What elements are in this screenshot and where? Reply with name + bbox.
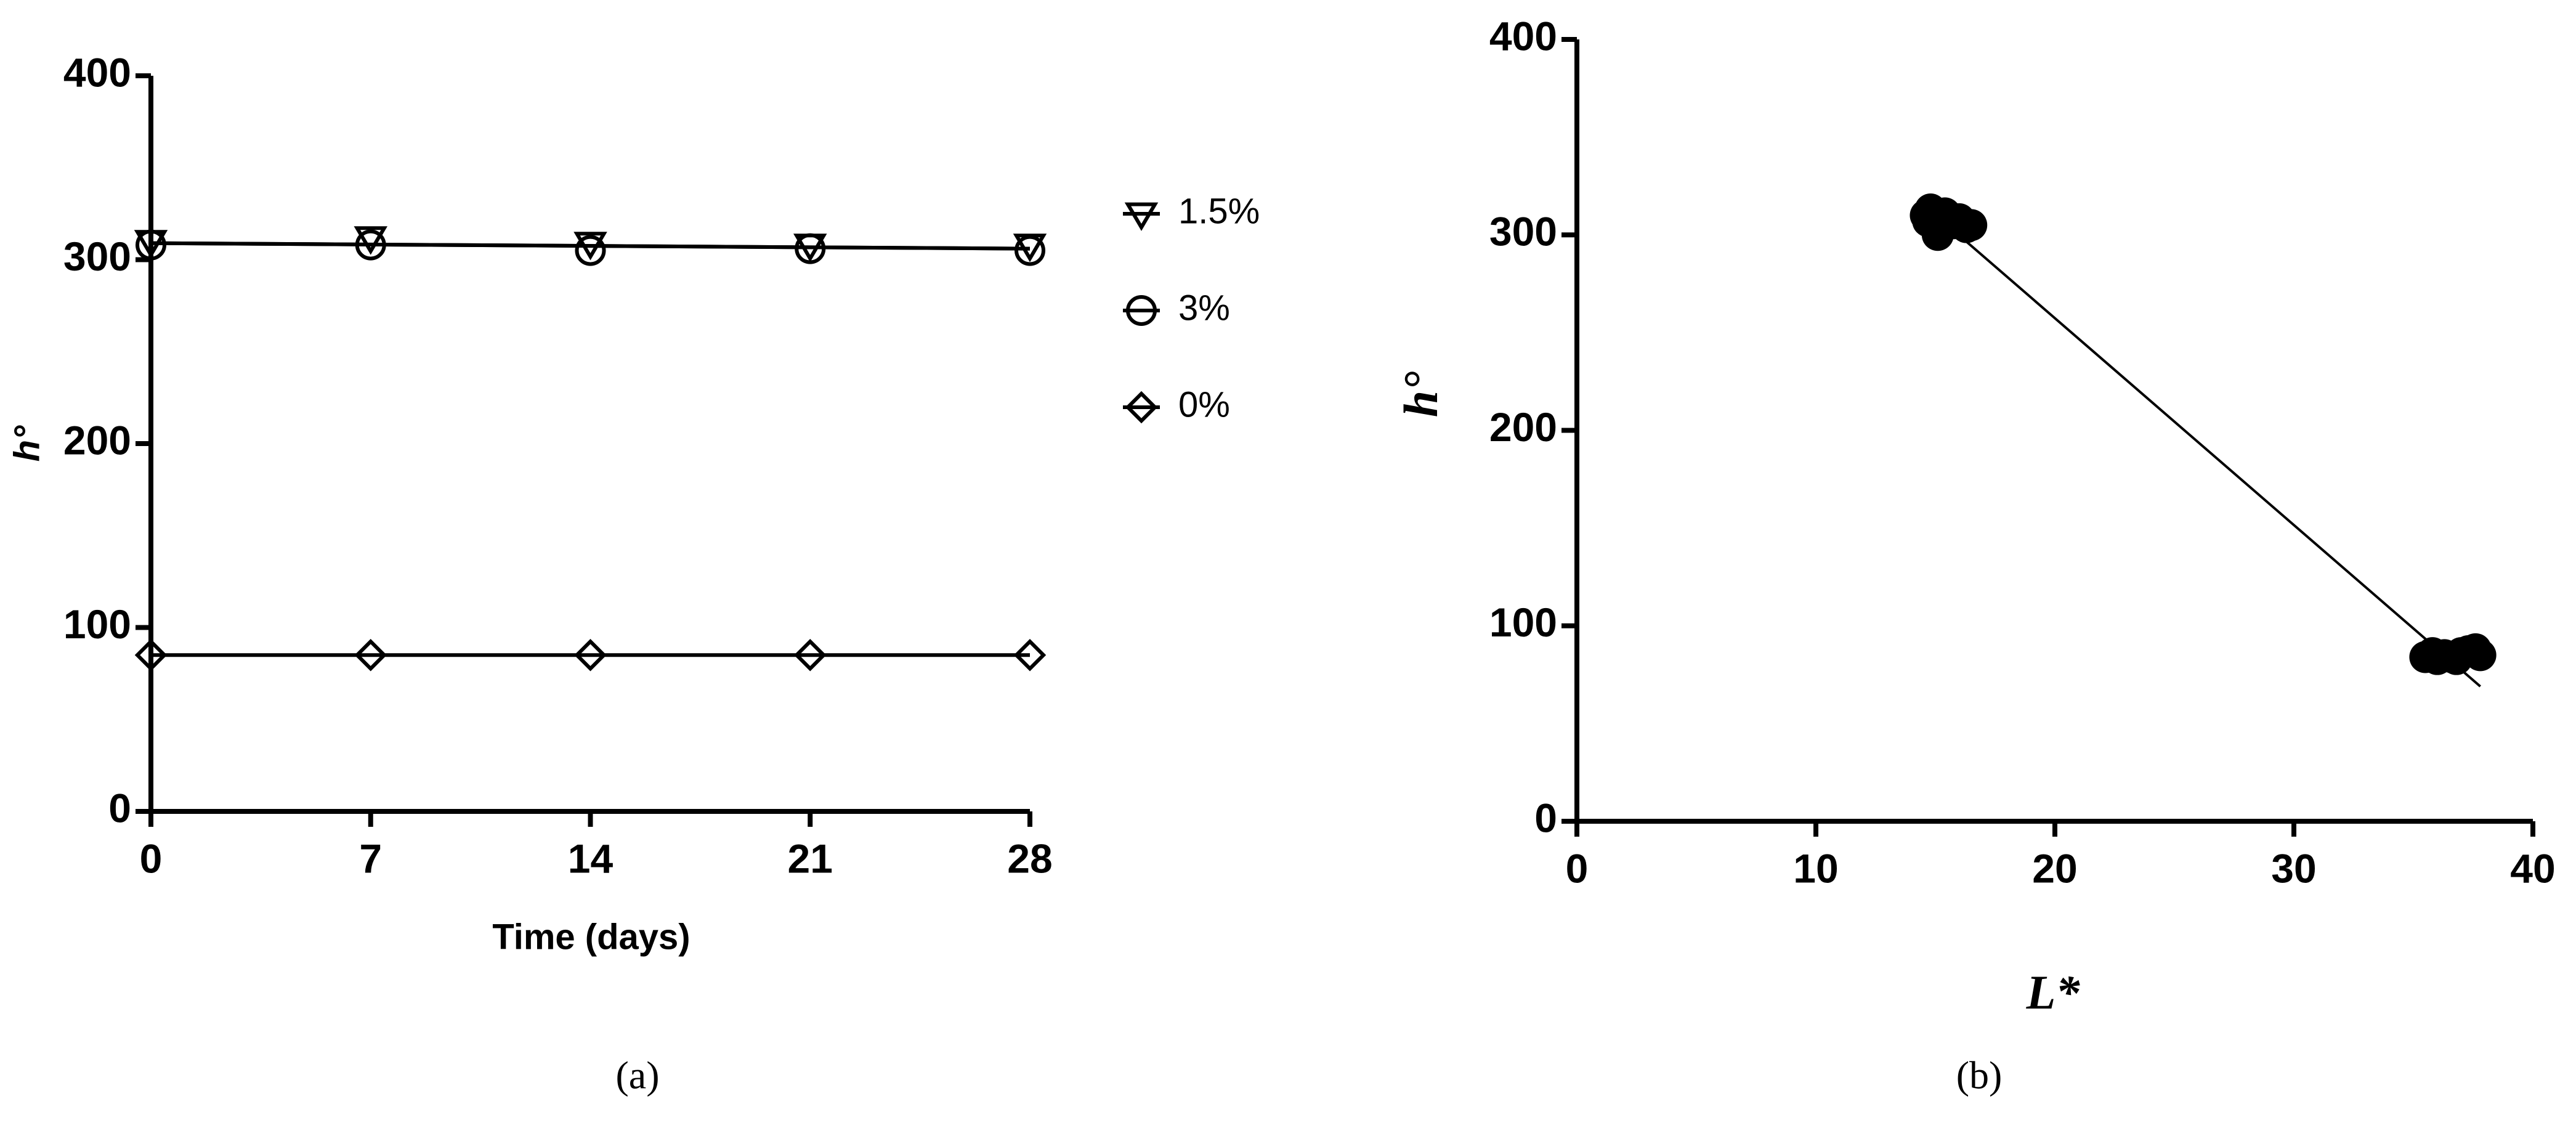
marker [795,233,826,264]
y-tick-label: 100 [63,601,131,647]
legend-marker [1125,391,1158,424]
marker [1013,639,1047,672]
y-axis-label: h° [1394,372,1448,418]
x-tick-label: 30 [2271,845,2316,891]
marker [354,639,387,672]
point [2464,639,2497,672]
marker [355,229,386,261]
x-axis-label: Time (days) [492,917,690,957]
marker [575,235,606,266]
x-axis-label: L* [2026,965,2081,1019]
legend-label: 1.5% [1178,191,1260,231]
y-axis-label: h° [7,425,47,461]
fit-line [150,241,1031,251]
x-tick-label: 10 [1793,845,1838,891]
marker [136,229,166,261]
point [2440,643,2473,675]
x-tick-label: 40 [2510,845,2555,891]
marker [574,639,607,672]
x-tick-label: 0 [1566,845,1589,891]
marker [1015,235,1045,266]
caption: (a) [615,1054,659,1097]
legend-label: 0% [1178,384,1230,424]
caption: (b) [1956,1054,2003,1097]
y-tick-label: 400 [63,49,131,95]
x-tick-label: 0 [140,835,163,881]
y-tick-label: 100 [1489,599,1557,645]
point [1912,205,1945,238]
y-tick-label: 0 [108,785,131,831]
y-tick-label: 300 [1489,209,1557,254]
x-tick-label: 14 [568,835,614,881]
legend-marker [1126,295,1157,326]
legend-label: 3% [1178,288,1230,328]
y-tick-label: 200 [1489,404,1557,450]
y-tick-label: 400 [1489,13,1557,59]
x-tick-label: 21 [788,835,833,881]
x-tick-label: 28 [1007,835,1052,881]
fit-line [1946,224,2481,688]
y-tick-label: 200 [63,417,131,463]
y-tick-label: 300 [63,234,131,279]
marker [354,226,387,255]
point [1955,209,1988,242]
marker [134,639,168,672]
x-tick-label: 7 [359,835,382,881]
legend-marker [1124,202,1159,231]
marker [794,639,827,672]
x-tick-label: 20 [2032,845,2077,891]
y-tick-label: 0 [1534,795,1557,840]
